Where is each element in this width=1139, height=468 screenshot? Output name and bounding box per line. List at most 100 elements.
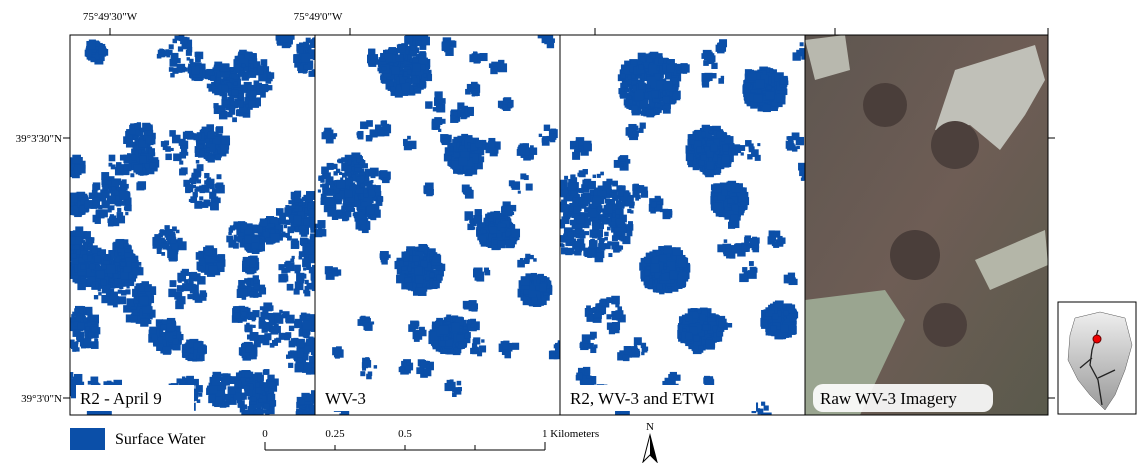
water-pixel <box>319 421 325 427</box>
water-pixel <box>244 385 249 390</box>
water-pixel <box>236 60 240 64</box>
water-pixel <box>59 238 67 246</box>
water-pixel <box>318 346 326 354</box>
water-pixel <box>297 65 303 71</box>
water-pixel <box>91 247 97 253</box>
water-pixel <box>301 418 306 423</box>
water-pixel <box>455 343 458 346</box>
water-pixel <box>221 112 227 118</box>
water-pixel <box>140 172 144 176</box>
water-pixel <box>328 164 334 170</box>
water-pixel <box>59 383 63 387</box>
water-pixel <box>190 178 195 183</box>
water-pixel <box>316 47 320 51</box>
water-pixel <box>302 202 306 206</box>
water-pixel <box>385 54 393 62</box>
water-pixel <box>242 311 247 316</box>
water-pixel <box>418 287 427 296</box>
water-pixel <box>303 421 312 430</box>
water-pixel <box>300 418 304 422</box>
water-pixel <box>102 200 110 208</box>
water-pixel <box>315 255 320 260</box>
water-pixel <box>355 200 361 206</box>
water-pixel <box>230 105 235 110</box>
water-pixel <box>322 58 326 62</box>
water-pixel <box>321 248 324 251</box>
water-pixel <box>208 152 211 155</box>
water-pixel <box>85 50 92 57</box>
water-pixel <box>414 247 417 250</box>
water-pixel <box>178 46 183 51</box>
water-pixel <box>316 245 323 252</box>
water-pixel <box>242 404 247 409</box>
water-pixel <box>238 93 244 99</box>
water-pixel <box>284 225 287 228</box>
water-pixel <box>324 173 328 177</box>
water-pixel <box>260 218 268 226</box>
water-pixel <box>139 150 142 153</box>
water-pixel <box>198 393 202 397</box>
water-pixel <box>181 146 187 152</box>
water-pixel <box>209 192 216 199</box>
water-pixel <box>75 245 79 249</box>
water-pixel <box>63 388 68 393</box>
water-pixel <box>62 378 69 385</box>
water-pixel <box>323 62 327 66</box>
water-pixel <box>145 286 151 292</box>
water-pixel <box>183 67 186 70</box>
water-pixel <box>98 205 102 209</box>
water-pixel <box>146 169 151 174</box>
water-pixel <box>260 84 268 92</box>
water-pixel <box>419 56 427 64</box>
water-pixel <box>296 411 303 418</box>
water-pixel <box>286 29 292 35</box>
water-pixel <box>68 237 76 245</box>
water-pixel <box>264 387 268 391</box>
water-pixel <box>231 242 237 248</box>
water-pixel <box>400 67 404 71</box>
water-pixel <box>122 179 127 184</box>
water-pixel <box>312 41 319 48</box>
water-pixel <box>107 265 115 273</box>
water-pixel <box>370 180 373 183</box>
water-pixel <box>311 278 320 287</box>
water-pixel <box>160 49 164 53</box>
water-pixel <box>73 205 77 209</box>
water-pixel <box>156 344 163 351</box>
water-pixel <box>86 41 95 50</box>
water-pixel <box>309 415 315 421</box>
water-pixel <box>56 240 64 248</box>
water-pixel <box>177 67 183 73</box>
water-pixel <box>234 82 238 86</box>
water-pixel <box>211 377 220 386</box>
water-pixel <box>326 52 335 61</box>
water-pixel <box>257 375 264 382</box>
water-pixel <box>228 386 236 394</box>
water-pixel <box>167 249 176 258</box>
water-pixel <box>297 47 304 54</box>
water-pixel <box>242 295 247 300</box>
water-pixel <box>467 169 472 174</box>
water-pixel <box>74 333 77 336</box>
water-pixel <box>253 325 256 328</box>
water-pixel <box>345 190 353 198</box>
water-pixel <box>80 247 83 250</box>
water-pixel <box>76 310 79 313</box>
water-pixel <box>297 283 304 290</box>
water-pixel <box>249 54 253 58</box>
water-pixel <box>215 154 221 160</box>
water-pixel <box>84 231 91 238</box>
water-pixel <box>398 269 402 273</box>
water-pixel <box>240 288 247 295</box>
water-pixel <box>152 335 157 340</box>
water-pixel <box>138 266 142 270</box>
water-pixel <box>311 415 314 418</box>
water-pixel <box>169 130 176 137</box>
water-pixel <box>197 164 204 171</box>
water-pixel <box>57 246 62 251</box>
water-pixel <box>258 398 262 402</box>
water-pixel <box>267 375 274 382</box>
water-pixel <box>121 201 126 206</box>
water-pixel <box>208 155 215 162</box>
water-pixel <box>65 249 70 254</box>
